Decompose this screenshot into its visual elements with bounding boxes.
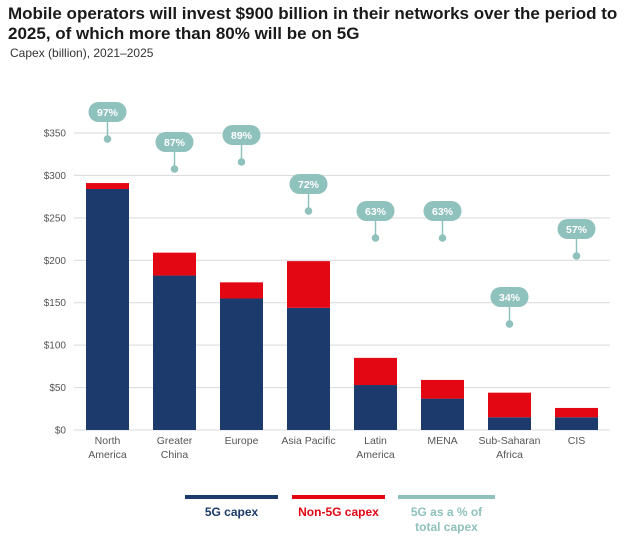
pct-label: 89% bbox=[231, 130, 253, 142]
x-category-label: Sub-Saharan Africa bbox=[479, 435, 541, 461]
bar-non-5g-capex bbox=[86, 183, 129, 190]
x-category-label: MENA bbox=[427, 435, 457, 447]
x-category-label: Latin America bbox=[356, 435, 395, 461]
bar-non-5g-capex bbox=[421, 379, 464, 399]
pct-bubble bbox=[423, 201, 462, 221]
bar-non-5g-capex bbox=[153, 252, 196, 276]
pct-label: 97% bbox=[97, 107, 119, 119]
y-tick-label: $100 bbox=[44, 341, 67, 352]
x-category-label: Asia Pacific bbox=[281, 435, 335, 447]
pct-bubble bbox=[222, 125, 261, 145]
pct-label: 87% bbox=[164, 137, 186, 149]
x-category-label: Greater China bbox=[157, 435, 193, 461]
legend-5g-pct-label: 5G as a % of total capex bbox=[411, 505, 483, 534]
legend-non-5g-capex-swatch bbox=[292, 495, 385, 499]
pct-bubble bbox=[289, 174, 328, 194]
pct-marker-dot bbox=[371, 234, 380, 242]
pct-marker-dot bbox=[438, 234, 447, 242]
y-tick-label: $0 bbox=[55, 426, 67, 437]
y-tick-label: $200 bbox=[44, 256, 67, 267]
x-category-label: North America bbox=[88, 435, 127, 461]
pct-marker-dot bbox=[170, 165, 179, 173]
pct-marker-dot bbox=[103, 135, 112, 143]
x-category-label: CIS bbox=[568, 435, 586, 447]
pct-label: 63% bbox=[432, 206, 454, 218]
legend-5g-capex-label: 5G capex bbox=[205, 505, 259, 519]
bar-non-5g-capex bbox=[220, 282, 263, 299]
y-tick-label: $350 bbox=[44, 129, 67, 140]
pct-bubble bbox=[155, 132, 194, 152]
y-tick-label: $250 bbox=[44, 213, 67, 224]
chart-title: Mobile operators will invest $900 billio… bbox=[8, 4, 618, 43]
y-tick-label: $150 bbox=[44, 298, 67, 309]
bar-5g-capex bbox=[153, 275, 196, 430]
pct-label: 57% bbox=[566, 224, 588, 236]
pct-label: 34% bbox=[499, 292, 521, 304]
pct-bubble bbox=[557, 219, 596, 239]
y-tick-label: $300 bbox=[44, 171, 67, 182]
legend-non-5g-capex-label: Non-5G capex bbox=[298, 505, 379, 519]
pct-label: 63% bbox=[365, 206, 387, 218]
bar-non-5g-capex bbox=[555, 407, 598, 418]
legend-5g-pct-swatch bbox=[398, 495, 495, 499]
bar-5g-capex bbox=[354, 385, 397, 430]
bar-5g-capex bbox=[287, 307, 330, 430]
pct-bubble bbox=[88, 102, 127, 122]
pct-marker-dot bbox=[304, 207, 313, 215]
chart-subtitle: Capex (billion), 2021–2025 bbox=[10, 46, 154, 60]
pct-bubble bbox=[356, 201, 395, 221]
y-tick-label: $50 bbox=[49, 383, 66, 394]
pct-marker-dot bbox=[237, 158, 246, 166]
pct-bubble bbox=[490, 287, 529, 307]
bar-non-5g-capex bbox=[488, 392, 531, 418]
bar-5g-capex bbox=[86, 189, 129, 430]
bar-5g-capex bbox=[488, 417, 531, 430]
x-category-label: Europe bbox=[225, 435, 259, 447]
pct-label: 72% bbox=[298, 179, 320, 191]
bar-5g-capex bbox=[220, 298, 263, 430]
bar-5g-capex bbox=[555, 417, 598, 430]
bar-non-5g-capex bbox=[354, 357, 397, 386]
pct-marker-dot bbox=[572, 252, 581, 260]
pct-marker-dot bbox=[505, 320, 514, 328]
legend-5g-capex-swatch bbox=[185, 495, 278, 499]
bar-non-5g-capex bbox=[287, 261, 330, 308]
bar-5g-capex bbox=[421, 398, 464, 430]
